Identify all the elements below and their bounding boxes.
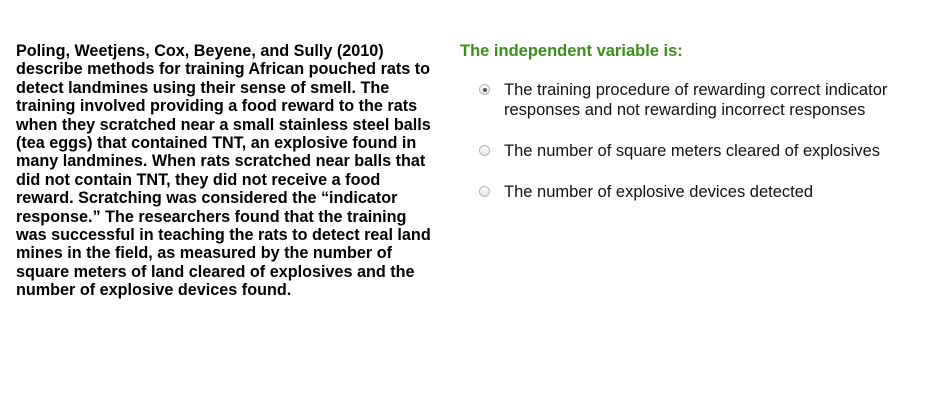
radio-selected-icon[interactable] bbox=[479, 84, 490, 95]
answer-option-3[interactable]: The number of explosive devices detected bbox=[460, 182, 930, 202]
answer-options: The training procedure of rewarding corr… bbox=[460, 80, 930, 202]
question-title: The independent variable is: bbox=[460, 42, 683, 60]
answer-option-2[interactable]: The number of square meters cleared of e… bbox=[460, 141, 930, 161]
answer-option-label: The number of square meters cleared of e… bbox=[504, 142, 881, 160]
passage-text: Poling, Weetjens, Cox, Beyene, and Sully… bbox=[16, 42, 431, 300]
radio-unselected-icon[interactable] bbox=[479, 145, 490, 156]
answer-option-label: The number of explosive devices detected bbox=[504, 183, 814, 201]
question-panel: The independent variable is: The trainin… bbox=[460, 40, 930, 202]
answer-option-label: The training procedure of rewarding corr… bbox=[504, 81, 888, 119]
answer-option-1[interactable]: The training procedure of rewarding corr… bbox=[460, 80, 930, 120]
radio-unselected-icon[interactable] bbox=[479, 186, 490, 197]
